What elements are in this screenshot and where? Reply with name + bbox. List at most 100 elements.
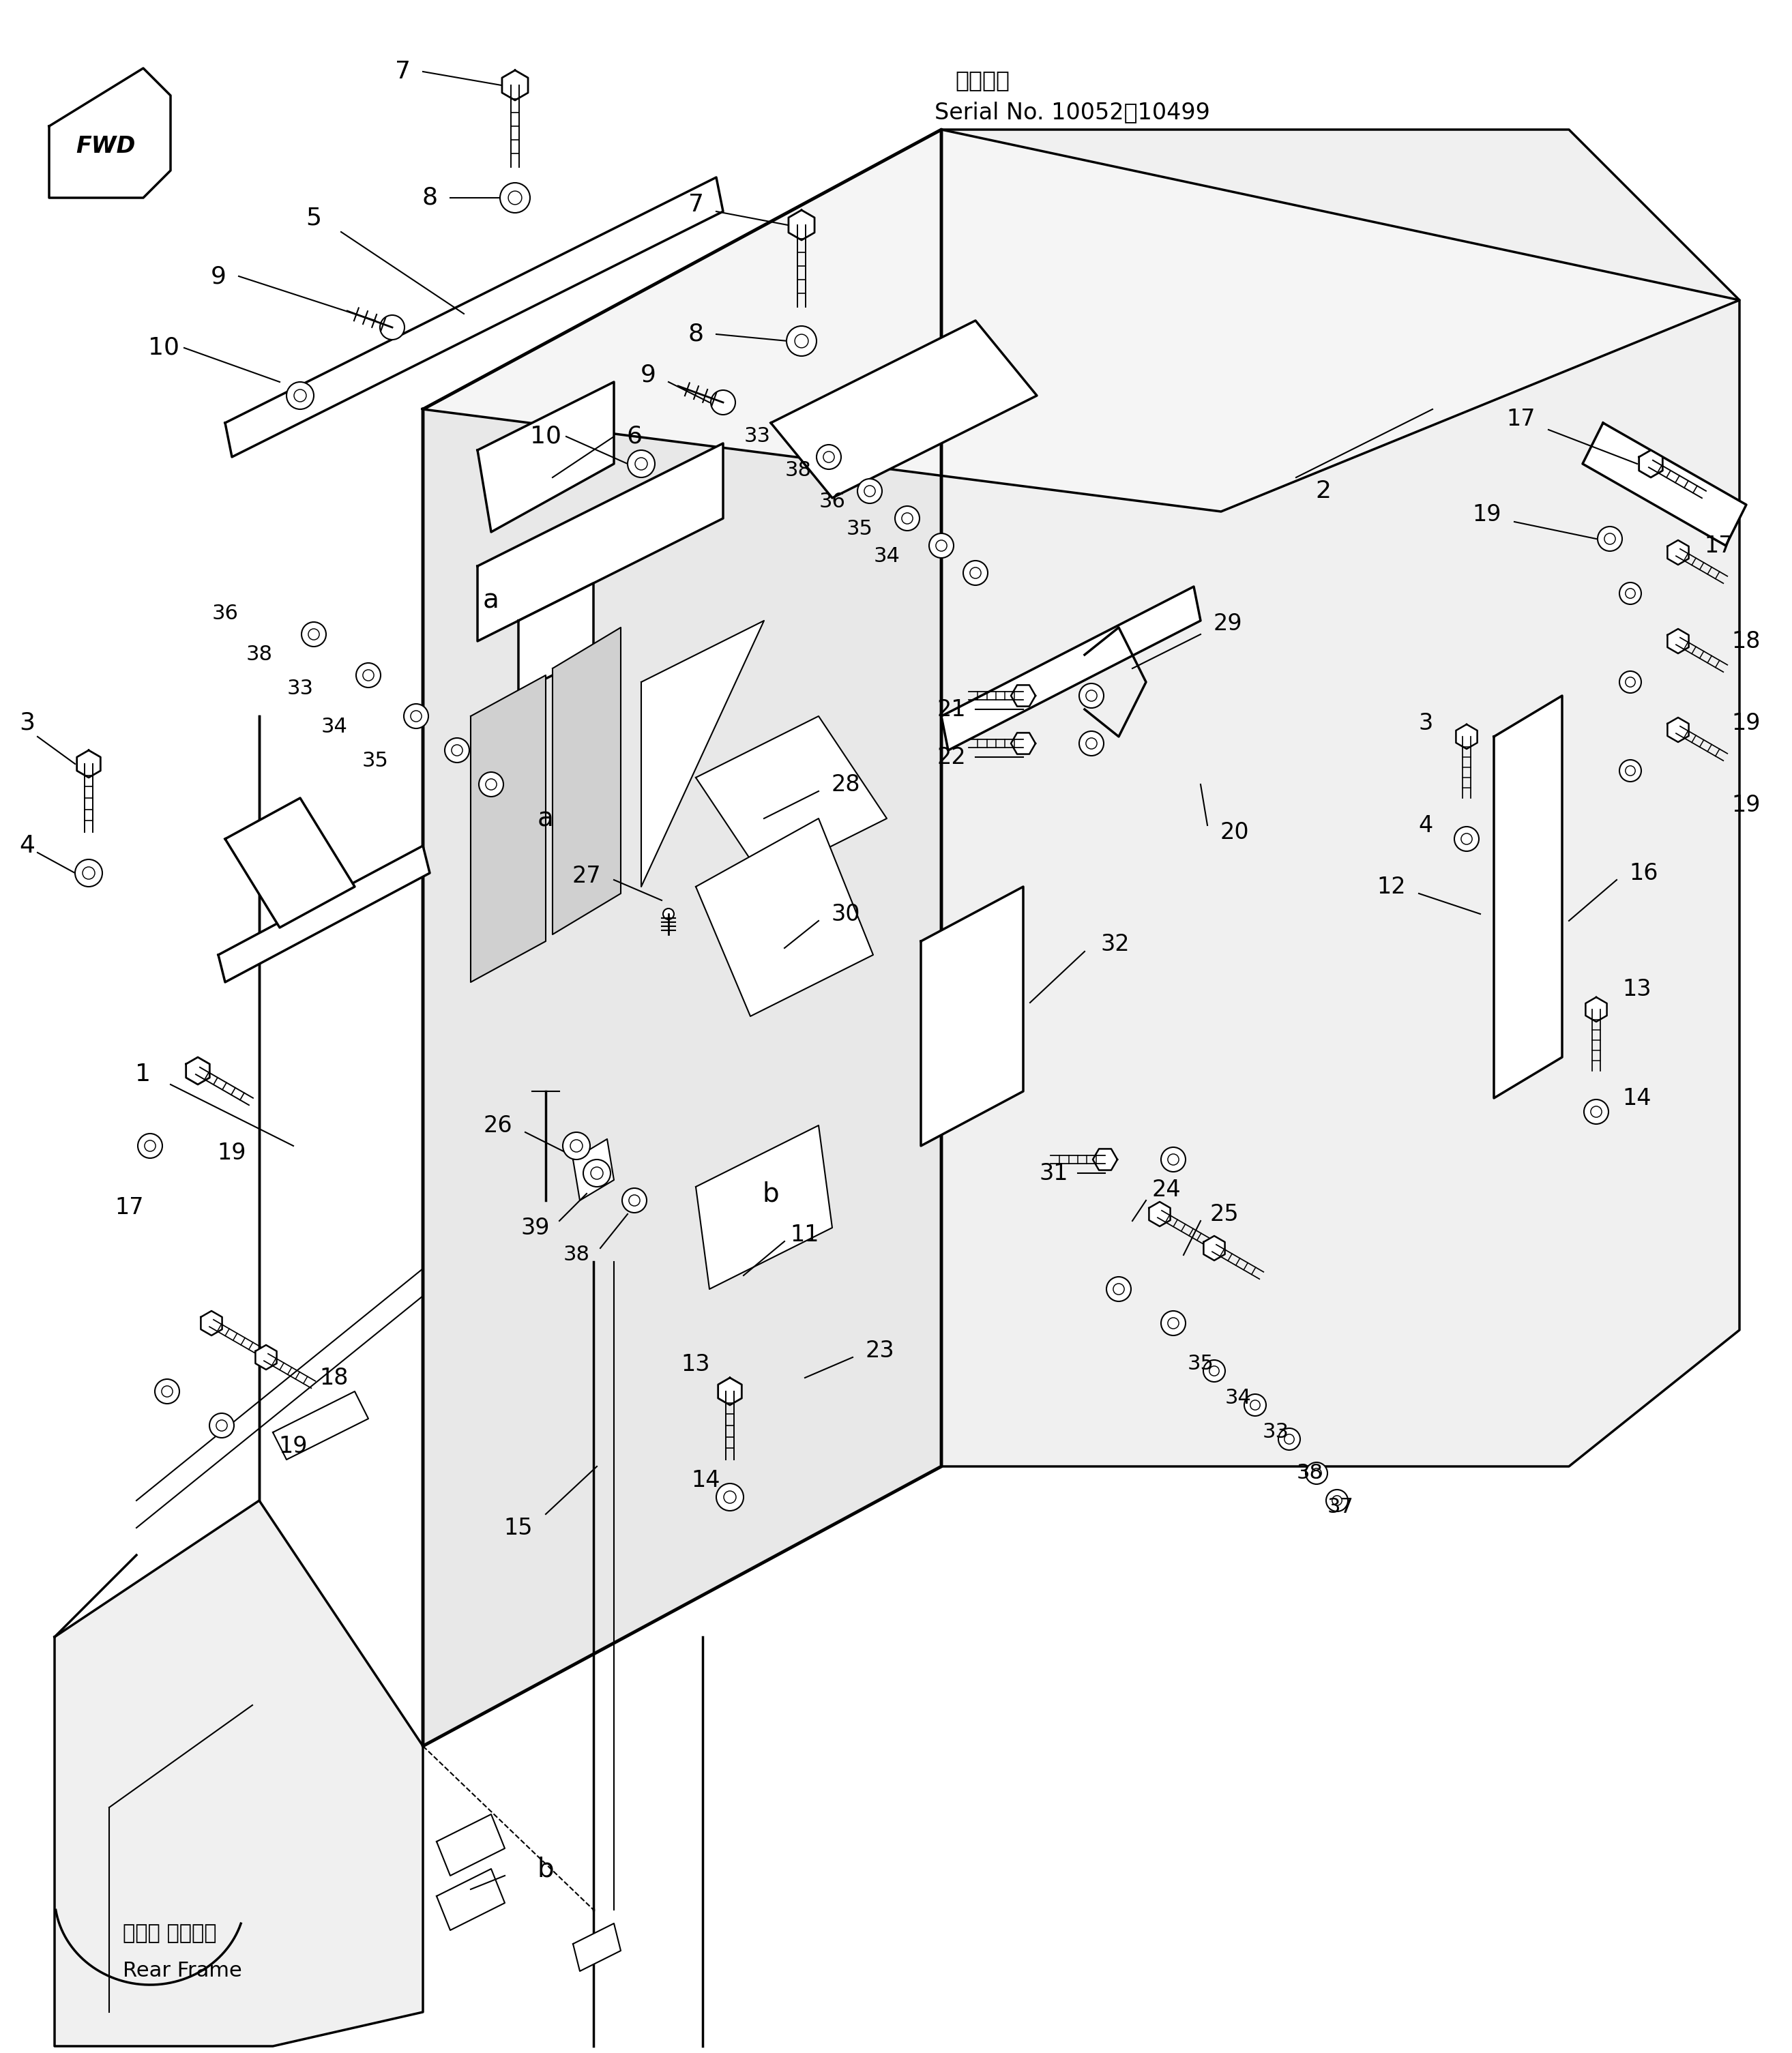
Text: 23: 23	[866, 1339, 894, 1361]
Circle shape	[1625, 589, 1636, 597]
Text: 33: 33	[287, 680, 314, 698]
Text: 32: 32	[1100, 934, 1129, 957]
Text: 38: 38	[246, 645, 272, 665]
Circle shape	[563, 1131, 590, 1160]
Circle shape	[154, 1380, 179, 1404]
Polygon shape	[48, 68, 170, 197]
Circle shape	[724, 1490, 737, 1503]
Text: 30: 30	[831, 903, 860, 926]
Circle shape	[622, 1189, 647, 1213]
Polygon shape	[1093, 1150, 1118, 1170]
Circle shape	[444, 737, 470, 762]
Polygon shape	[1667, 719, 1688, 741]
Circle shape	[1625, 677, 1636, 688]
Text: 35: 35	[1188, 1355, 1213, 1373]
Polygon shape	[1495, 696, 1563, 1098]
Circle shape	[570, 1139, 582, 1152]
Text: 5: 5	[306, 207, 321, 230]
Polygon shape	[1011, 686, 1036, 706]
Circle shape	[711, 390, 735, 415]
Text: 4: 4	[20, 834, 36, 858]
Polygon shape	[502, 70, 529, 101]
Polygon shape	[1582, 423, 1745, 546]
Circle shape	[796, 335, 808, 347]
Circle shape	[629, 1195, 640, 1205]
Circle shape	[591, 1166, 604, 1178]
Polygon shape	[695, 819, 873, 1016]
Text: 37: 37	[1328, 1497, 1353, 1517]
Text: 3: 3	[1419, 712, 1434, 735]
Circle shape	[1620, 671, 1641, 694]
Polygon shape	[1667, 540, 1688, 565]
Polygon shape	[941, 129, 1740, 1466]
Text: 20: 20	[1220, 821, 1249, 844]
Text: 17: 17	[1507, 409, 1536, 431]
Polygon shape	[573, 1924, 620, 1971]
Text: 8: 8	[688, 322, 704, 345]
Circle shape	[1113, 1283, 1124, 1295]
Polygon shape	[695, 1125, 831, 1289]
Polygon shape	[54, 1501, 423, 2047]
Polygon shape	[573, 1139, 615, 1201]
Text: 18: 18	[1731, 630, 1762, 653]
Circle shape	[161, 1386, 172, 1396]
Polygon shape	[941, 587, 1201, 749]
Circle shape	[1086, 690, 1097, 702]
Circle shape	[1244, 1394, 1267, 1417]
Text: 16: 16	[1629, 862, 1658, 885]
Circle shape	[1625, 766, 1636, 776]
Circle shape	[1251, 1400, 1260, 1410]
Polygon shape	[256, 1345, 276, 1369]
Circle shape	[582, 1160, 611, 1187]
Polygon shape	[1455, 725, 1477, 749]
Text: 13: 13	[1624, 977, 1652, 1000]
Circle shape	[380, 314, 405, 339]
Circle shape	[287, 382, 314, 409]
Polygon shape	[642, 620, 763, 887]
Circle shape	[1584, 1100, 1609, 1125]
Text: 24: 24	[1152, 1178, 1181, 1201]
Circle shape	[1620, 583, 1641, 604]
Polygon shape	[272, 1392, 369, 1460]
Text: 7: 7	[394, 60, 410, 84]
Text: 25: 25	[1210, 1203, 1238, 1226]
Circle shape	[1079, 684, 1104, 708]
Polygon shape	[477, 443, 724, 641]
Text: FWD: FWD	[75, 135, 136, 158]
Circle shape	[1106, 1277, 1131, 1302]
Circle shape	[75, 860, 102, 887]
Text: 6: 6	[627, 425, 642, 448]
Polygon shape	[201, 1312, 222, 1334]
Circle shape	[1161, 1148, 1186, 1172]
Polygon shape	[226, 799, 355, 928]
Text: 8: 8	[421, 187, 437, 209]
Circle shape	[627, 450, 654, 478]
Text: 15: 15	[504, 1517, 532, 1540]
Circle shape	[663, 909, 674, 920]
Text: 19: 19	[217, 1141, 247, 1164]
Circle shape	[634, 458, 647, 470]
Circle shape	[357, 663, 380, 688]
Text: a: a	[484, 587, 500, 614]
Polygon shape	[471, 675, 547, 981]
Text: 2: 2	[1315, 480, 1331, 503]
Circle shape	[500, 183, 530, 214]
Circle shape	[452, 745, 462, 756]
Circle shape	[486, 778, 496, 790]
Text: 9: 9	[210, 265, 226, 287]
Circle shape	[1079, 731, 1104, 756]
Circle shape	[1326, 1490, 1348, 1511]
Text: 19: 19	[1473, 503, 1502, 526]
Circle shape	[857, 478, 882, 503]
Polygon shape	[518, 583, 593, 692]
Text: 11: 11	[790, 1224, 819, 1246]
Polygon shape	[1149, 1201, 1170, 1226]
Circle shape	[935, 540, 946, 550]
Polygon shape	[423, 129, 941, 1745]
Polygon shape	[1640, 450, 1663, 478]
Text: 26: 26	[484, 1115, 513, 1137]
Text: 4: 4	[1419, 815, 1434, 836]
Polygon shape	[1586, 998, 1607, 1022]
Text: 22: 22	[937, 745, 966, 768]
Polygon shape	[1011, 733, 1036, 753]
